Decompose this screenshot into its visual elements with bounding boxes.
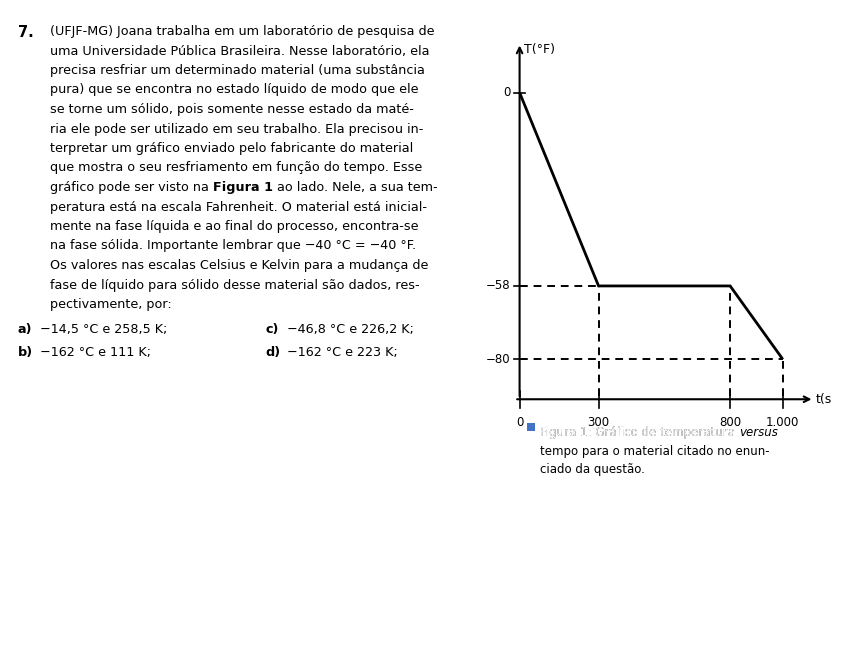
Text: 0: 0 (503, 86, 510, 99)
Text: na fase sólida. Importante lembrar que −40 °C = −40 °F.: na fase sólida. Importante lembrar que −… (50, 240, 416, 252)
Text: ria ele pode ser utilizado em seu trabalho. Ela precisou in-: ria ele pode ser utilizado em seu trabal… (50, 122, 423, 136)
Text: 1.000: 1.000 (766, 416, 800, 429)
Text: −58: −58 (486, 280, 510, 292)
Text: 7.: 7. (18, 25, 34, 40)
Text: −46,8 °C e 226,2 K;: −46,8 °C e 226,2 K; (287, 324, 414, 337)
Text: mente na fase líquida e ao final do processo, encontra-se: mente na fase líquida e ao final do proc… (50, 220, 419, 233)
Text: t(s: t(s (815, 393, 832, 405)
Text: gráfico pode ser visto na: gráfico pode ser visto na (50, 181, 213, 194)
Text: −162 °C e 111 K;: −162 °C e 111 K; (40, 346, 151, 359)
Text: uma Universidade Pública Brasileira. Nesse laboratório, ela: uma Universidade Pública Brasileira. Nes… (50, 45, 429, 58)
Text: ao lado. Nele, a sua tem-: ao lado. Nele, a sua tem- (273, 181, 438, 194)
Text: b): b) (18, 346, 34, 359)
Text: (UFJF-MG) Joana trabalha em um laboratório de pesquisa de: (UFJF-MG) Joana trabalha em um laboratór… (50, 25, 434, 38)
Text: pura) que se encontra no estado líquido de modo que ele: pura) que se encontra no estado líquido … (50, 83, 419, 96)
Text: que mostra o seu resfriamento em função do tempo. Esse: que mostra o seu resfriamento em função … (50, 162, 422, 174)
Text: −80: −80 (486, 353, 510, 365)
Text: 800: 800 (719, 416, 741, 429)
Text: 0: 0 (516, 416, 523, 429)
Text: pectivamente, por:: pectivamente, por: (50, 298, 172, 311)
Text: T(°F): T(°F) (524, 43, 555, 56)
Text: e): e) (530, 324, 544, 337)
Bar (527, 423, 535, 431)
Text: terpretar um gráfico enviado pelo fabricante do material: terpretar um gráfico enviado pelo fabric… (50, 142, 414, 155)
Text: Figura 1: Figura 1 (213, 181, 273, 194)
Text: Os valores nas escalas Celsius e Kelvin para a mudança de: Os valores nas escalas Celsius e Kelvin … (50, 259, 428, 272)
Text: Figura 1: Gráfico de temperatura: Figura 1: Gráfico de temperatura (540, 426, 739, 439)
Text: tempo para o material citado no enun-: tempo para o material citado no enun- (540, 445, 770, 458)
Text: ciado da questão.: ciado da questão. (540, 463, 645, 476)
Text: versus: versus (739, 426, 777, 439)
Text: peratura está na escala Fahrenheit. O material está inicial-: peratura está na escala Fahrenheit. O ma… (50, 200, 427, 214)
Text: 300: 300 (587, 416, 610, 429)
Text: Figura 1: Gráfico de temperatura: Figura 1: Gráfico de temperatura (540, 426, 739, 439)
Text: fase de líquido para sólido desse material são dados, res-: fase de líquido para sólido desse materi… (50, 278, 420, 291)
Text: −50 °C e 223 K.: −50 °C e 223 K. (552, 324, 654, 337)
Text: −162 °C e 223 K;: −162 °C e 223 K; (287, 346, 397, 359)
Text: d): d) (265, 346, 280, 359)
Text: −14,5 °C e 258,5 K;: −14,5 °C e 258,5 K; (40, 324, 168, 337)
Text: c): c) (265, 324, 279, 337)
Text: precisa resfriar um determinado material (uma substância: precisa resfriar um determinado material… (50, 64, 425, 77)
Text: se torne um sólido, pois somente nesse estado da maté-: se torne um sólido, pois somente nesse e… (50, 103, 414, 116)
Text: a): a) (18, 324, 33, 337)
